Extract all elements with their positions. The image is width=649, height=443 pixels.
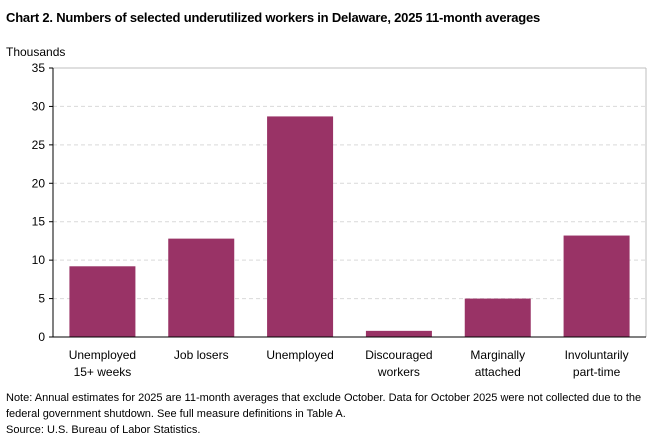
bar xyxy=(267,116,334,337)
x-tick-label: Unemployed xyxy=(266,348,333,362)
x-tick-label: attached xyxy=(475,365,521,379)
note-text: Note: Annual estimates for 2025 are 11-m… xyxy=(6,392,642,420)
bar xyxy=(69,266,136,337)
x-tick-label: 15+ weeks xyxy=(74,365,132,379)
bar xyxy=(168,238,235,337)
y-tick-label: 30 xyxy=(32,99,46,113)
chart-notes: Note: Annual estimates for 2025 are 11-m… xyxy=(6,390,646,438)
bar xyxy=(563,235,630,337)
x-tick-label: Unemployed xyxy=(69,348,136,362)
y-axis-label: Thousands xyxy=(6,45,66,59)
y-tick-label: 25 xyxy=(32,138,46,152)
x-tick-label: Marginally xyxy=(470,348,525,362)
x-tick-label: part-time xyxy=(573,365,621,379)
x-tick-label: Discouraged xyxy=(365,348,432,362)
x-tick-label: workers xyxy=(377,365,420,379)
y-tick-label: 15 xyxy=(32,215,46,229)
y-tick-label: 10 xyxy=(32,253,46,267)
y-tick-label: 5 xyxy=(38,292,45,306)
x-tick-label: Involuntarily xyxy=(565,348,629,362)
bar xyxy=(365,330,432,337)
chart-title: Chart 2. Numbers of selected underutiliz… xyxy=(6,10,541,25)
bar xyxy=(464,298,531,337)
x-tick-label: Job losers xyxy=(174,348,229,362)
y-tick-label: 35 xyxy=(32,61,46,75)
source-text: Source: U.S. Bureau of Labor Statistics. xyxy=(6,424,201,436)
y-tick-label: 20 xyxy=(32,176,46,190)
y-tick-label: 0 xyxy=(38,330,45,344)
